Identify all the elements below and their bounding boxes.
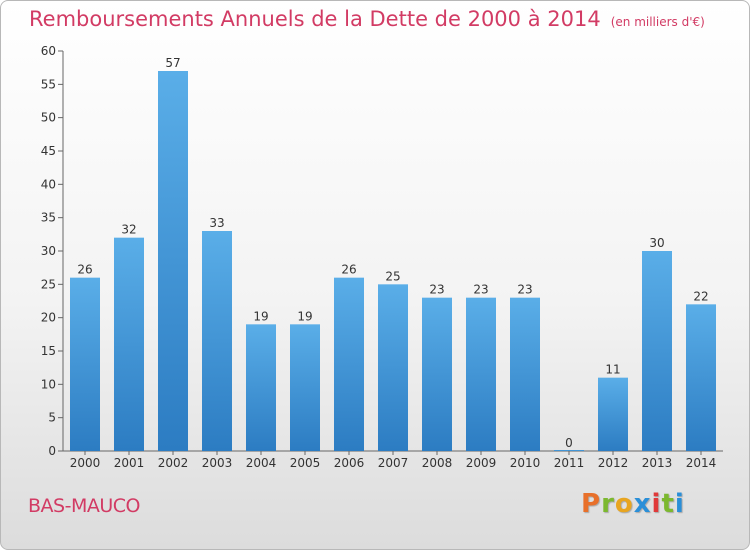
x-tick-label: 2012 [598,456,629,470]
data-label: 19 [297,309,312,323]
x-tick-label: 2010 [510,456,541,470]
y-tick-label: 15 [41,344,56,358]
axes: 0 5 10 15 20 25 30 35 40 45 50 55 60 2000 2001 2002 2003… [41,44,723,470]
x-tick-label: 2011 [554,456,585,470]
x-tick-label: 2005 [290,456,321,470]
x-tick-label: 2001 [114,456,145,470]
y-tick-label: 55 [41,77,56,91]
y-tick-label: 45 [41,144,56,158]
data-label: 23 [473,283,488,297]
data-label: 23 [429,283,444,297]
chart-title: Remboursements Annuels de la Dette de 20… [29,7,705,31]
data-label: 32 [121,223,136,237]
bar [158,71,188,451]
data-labels: 26 32 57 33 19 19 26 25 23 23 23 0 11 30 22 [77,56,708,450]
bar [70,277,100,451]
y-tick-label: 0 [48,444,56,458]
bar [422,297,452,451]
data-label: 30 [649,236,664,250]
bars [70,71,716,451]
x-tick-label: 2014 [686,456,717,470]
chart-title-text: Remboursements Annuels de la Dette de 20… [29,7,601,31]
data-label: 33 [209,216,224,230]
bar [202,231,232,451]
bar [686,304,716,451]
logo-letter: o [614,489,634,519]
data-label: 23 [517,283,532,297]
y-tick-label: 25 [41,277,56,291]
logo-letter: t [661,489,675,519]
logo-letter: i [674,489,685,519]
data-label: 25 [385,269,400,283]
data-label: 11 [605,363,620,377]
x-tick-label: 2003 [202,456,233,470]
bar [378,284,408,451]
proxiti-logo: Proxiti [581,489,685,519]
logo-letter: i [651,489,662,519]
bar [466,297,496,451]
y-tick-label: 50 [41,111,56,125]
y-tick-label: 35 [41,211,56,225]
x-tick-label: 2008 [422,456,453,470]
data-label: 19 [253,309,268,323]
data-label: 57 [165,56,180,70]
x-tick-label: 2002 [158,456,189,470]
bar [554,450,584,451]
data-label: 22 [693,289,708,303]
bar [642,251,672,451]
bar [334,277,364,451]
y-tick-label: 10 [41,377,56,391]
x-tick-label: 2006 [334,456,365,470]
y-tick-label: 5 [48,411,56,425]
logo-letter: P [581,489,602,519]
bar [290,324,320,451]
y-tick-label: 30 [41,244,56,258]
bar [598,377,628,451]
y-tick-label: 60 [41,44,56,58]
chart-unit-label: (en milliers d'€) [610,15,705,29]
x-tick-label: 2009 [466,456,497,470]
x-tick-label: 2000 [70,456,101,470]
bar [246,324,276,451]
data-label: 26 [341,263,356,277]
data-label: 26 [77,263,92,277]
bar [510,297,540,451]
x-tick-label: 2004 [246,456,277,470]
logo-letter: r [601,489,615,519]
commune-name: BAS-MAUCO [28,495,140,517]
data-label: 0 [565,436,573,450]
y-tick-label: 20 [41,311,56,325]
y-tick-label: 40 [41,177,56,191]
logo-letter: x [633,489,652,519]
bar [114,237,144,451]
x-tick-label: 2013 [642,456,673,470]
x-tick-label: 2007 [378,456,409,470]
